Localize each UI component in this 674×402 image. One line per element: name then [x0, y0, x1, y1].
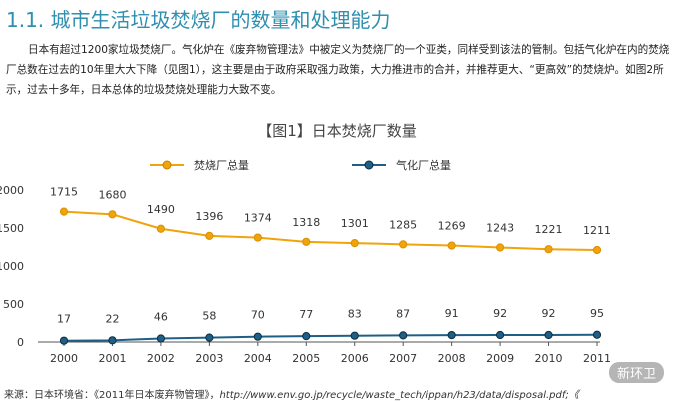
source-link[interactable]: http://www.env.go.jp/recycle/waste_tech/…	[219, 390, 579, 401]
data-label: 77	[299, 308, 313, 321]
legend-marker	[364, 160, 374, 170]
data-point	[447, 241, 456, 250]
data-point	[108, 336, 117, 345]
chart-title: 【图1】日本焚烧厂数量	[257, 122, 417, 140]
data-point	[350, 331, 359, 340]
data-label: 1269	[438, 220, 466, 233]
data-label: 1374	[244, 212, 272, 225]
data-point	[253, 332, 262, 341]
x-tick-label: 2010	[535, 352, 563, 365]
data-label: 1285	[389, 218, 417, 231]
data-point	[205, 231, 214, 241]
data-label: 95	[590, 307, 604, 320]
data-label: 1715	[50, 186, 78, 199]
data-point	[350, 239, 359, 248]
x-tick-label: 2000	[50, 352, 78, 365]
x-tick-label: 2005	[292, 352, 320, 365]
data-point	[592, 245, 602, 255]
data-point	[205, 333, 214, 342]
legend-marker	[162, 160, 172, 170]
data-label: 1396	[195, 210, 223, 223]
source-note: 来源：日本环境省：《2011年日本废弃物管理》，http://www.env.g…	[4, 386, 579, 401]
incinerator-count-chart: 焚烧厂总量 气化厂总量 0 500 1000 1500 2000 2000 2001 2002 2…	[0, 158, 611, 365]
data-label: 92	[542, 307, 556, 320]
data-label: 1490	[147, 203, 175, 216]
data-label: 22	[105, 312, 119, 325]
data-point	[59, 336, 69, 345]
y-tick-label: 2000	[0, 184, 24, 197]
data-point	[302, 237, 311, 246]
data-point	[59, 207, 69, 216]
legend-label: 气化厂总量	[396, 158, 451, 172]
intro-paragraph: 日本有超过1200家垃圾焚烧厂。气化炉在《废弃物管理法》中被定义为焚烧厂的一个亚…	[6, 44, 670, 96]
x-tick-label: 2011	[583, 352, 611, 365]
x-tick-label: 2009	[486, 352, 514, 365]
data-label: 87	[396, 307, 410, 320]
x-tick-label: 2002	[147, 352, 175, 365]
data-label: 17	[57, 313, 71, 326]
y-tick-label: 500	[3, 298, 24, 311]
source-label: 来源：日本环境省：	[4, 390, 94, 401]
data-point	[495, 330, 505, 340]
data-point	[592, 330, 602, 339]
data-label: 91	[445, 307, 459, 320]
watermark-badge: 新环卫	[608, 362, 664, 383]
x-tick-label: 2006	[341, 352, 369, 365]
series-line	[63, 333, 598, 342]
data-label: 46	[154, 311, 168, 324]
x-tick-label: 2001	[98, 352, 126, 365]
data-label: 70	[251, 309, 265, 322]
data-label: 92	[493, 307, 507, 320]
data-label: 58	[202, 310, 216, 323]
x-tick-label: 2003	[195, 352, 223, 365]
data-point	[108, 210, 117, 219]
y-tick-label: 1000	[0, 260, 24, 273]
data-label: 1243	[486, 222, 514, 235]
x-tick-label: 2008	[438, 352, 466, 365]
data-point	[544, 330, 553, 340]
data-label: 1221	[535, 223, 563, 236]
data-label: 1301	[341, 217, 369, 230]
data-point	[495, 243, 505, 252]
y-tick-label: 0	[17, 336, 24, 349]
section-heading: 1.1. 城市生活垃圾焚烧厂的数量和处理能力	[6, 8, 391, 32]
x-tick-label: 2007	[389, 352, 417, 365]
data-point	[399, 240, 408, 249]
data-point	[544, 245, 553, 254]
data-point	[156, 334, 166, 343]
source-document: 《2011年日本废弃物管理》，	[94, 390, 220, 401]
data-label: 1680	[98, 188, 126, 201]
data-point	[447, 330, 456, 340]
data-point	[156, 224, 166, 233]
data-label: 1318	[292, 216, 320, 229]
data-label: 1211	[583, 224, 611, 237]
x-tick-label: 2004	[244, 352, 272, 365]
data-label: 83	[348, 308, 362, 321]
data-point	[302, 332, 311, 341]
series-line	[63, 210, 598, 251]
y-tick-label: 1500	[0, 222, 24, 235]
legend-label: 焚烧厂总量	[194, 158, 249, 172]
data-point	[253, 233, 262, 242]
data-point	[399, 331, 408, 340]
